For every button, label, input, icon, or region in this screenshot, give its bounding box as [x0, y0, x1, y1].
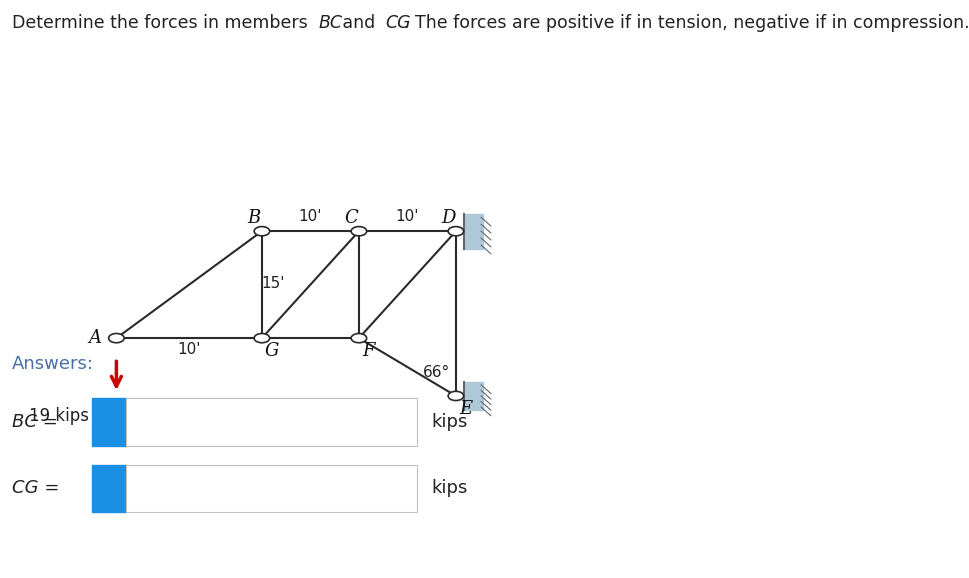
Text: . The forces are positive if in tension, negative if in compression.: . The forces are positive if in tension,…	[404, 14, 969, 32]
Text: 10': 10'	[177, 342, 201, 357]
Text: 10': 10'	[298, 209, 322, 224]
Text: and: and	[337, 14, 381, 32]
Text: BC: BC	[318, 14, 342, 32]
Circle shape	[351, 227, 366, 236]
Text: Determine the forces in members: Determine the forces in members	[12, 14, 313, 32]
Text: D: D	[441, 209, 454, 228]
Text: 19 kips: 19 kips	[29, 407, 89, 425]
Circle shape	[448, 391, 463, 401]
Text: CG: CG	[385, 14, 411, 32]
Text: G: G	[265, 342, 278, 360]
Text: B: B	[247, 209, 261, 228]
FancyBboxPatch shape	[463, 214, 483, 249]
Circle shape	[109, 334, 124, 343]
Circle shape	[254, 334, 269, 343]
Circle shape	[448, 227, 463, 236]
Text: 10': 10'	[395, 209, 419, 224]
Text: C: C	[344, 209, 358, 228]
Text: kips: kips	[431, 413, 467, 431]
Text: i: i	[106, 479, 112, 498]
Text: F: F	[362, 342, 374, 360]
Text: A: A	[88, 329, 102, 347]
Text: i: i	[106, 413, 112, 431]
Circle shape	[351, 334, 366, 343]
FancyBboxPatch shape	[463, 382, 483, 410]
Text: kips: kips	[431, 479, 467, 498]
Text: CG =: CG =	[12, 479, 59, 498]
Text: BC =: BC =	[12, 413, 57, 431]
Circle shape	[254, 227, 269, 236]
Text: 15': 15'	[262, 276, 285, 291]
Text: Answers:: Answers:	[12, 355, 94, 373]
Text: E: E	[458, 399, 472, 418]
Text: 66°: 66°	[422, 365, 450, 380]
